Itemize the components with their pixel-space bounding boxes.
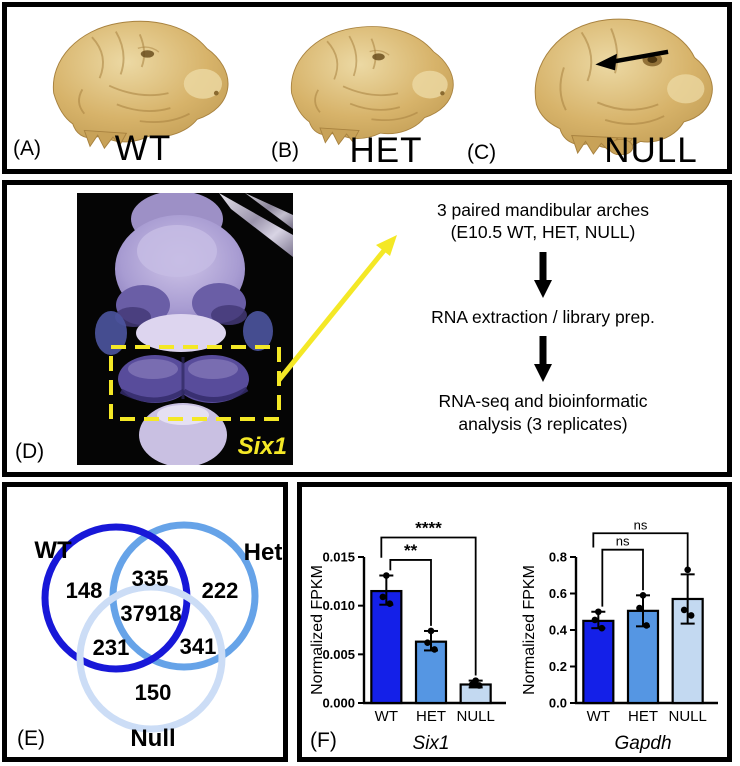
venn-count-null-only: 150 [134,680,172,705]
mandibular-arch-roi-box [109,345,281,421]
caption-het: HET [349,131,423,170]
workflow-flowchart: 3 paired mandibular arches (E10.5 WT, HE… [375,199,711,435]
svg-text:NULL: NULL [668,708,706,725]
svg-text:NULL: NULL [456,708,494,725]
venn-count-wt-only: 148 [65,578,103,603]
data-point [424,639,431,646]
data-point [431,646,438,653]
svg-text:0.4: 0.4 [549,623,568,638]
svg-text:0.015: 0.015 [322,550,355,565]
venn-count-het-null: 341 [179,634,217,659]
svg-text:WT: WT [587,708,610,725]
panel-letter-f: (F) [310,729,337,752]
svg-text:0.005: 0.005 [322,647,355,662]
svg-text:0.010: 0.010 [322,598,355,613]
venn-label-null: Null [130,725,176,752]
data-point [386,600,394,608]
panel-letter-c: (C) [467,141,497,164]
svg-text:**: ** [404,541,418,560]
venn-count-wt-het: 335 [131,566,169,591]
venn-circles [41,521,259,733]
data-point [595,608,602,616]
data-point [636,604,643,612]
svg-text:0.000: 0.000 [322,696,355,711]
panel-letter-a: (A) [13,137,41,160]
panel-letter-d: (D) [15,440,45,463]
wish-embryo-photo: Six1 [77,193,293,465]
data-point [680,606,688,614]
data-point [383,572,390,579]
svg-text:Six1: Six1 [413,733,450,754]
significance-bracket [601,548,644,607]
caption-null: NULL [604,131,698,170]
defect-arrow-head [595,53,617,71]
data-point [643,622,650,629]
svg-text:Normalized FPKM: Normalized FPKM [309,565,326,695]
data-point [379,593,387,601]
venn-count-het-only: 222 [201,578,239,603]
venn-count-wt-null: 231 [92,635,130,660]
data-point [591,616,599,624]
svg-text:ns: ns [616,534,630,549]
flow-step-3: RNA-seq and bioinformatic analysis (3 re… [438,391,648,434]
bar-chart-gapdh: 0.0 0.2 0.4 0.6 0.8 Normalized FPKM WT HET NULL n… [521,517,718,754]
significance-bracket [592,532,689,570]
flow-step-2: RNA extraction / library prep. [431,306,655,327]
data-point [598,624,606,632]
data-point [427,627,435,635]
svg-text:HET: HET [416,708,446,725]
chart-gapdh: 0.0 0.2 0.4 0.6 0.8 Normalized FPKM WT HET NULL n… [520,493,722,759]
embryo-photo-art [77,193,293,465]
svg-text:0.0: 0.0 [549,696,567,711]
venn-label-het: Het [243,539,283,566]
data-point [475,682,483,689]
significance-bracket [380,536,477,676]
panel-workflow: Six1 3 paired mandibular arches (E10.5 W… [2,180,732,477]
svg-text:ns: ns [634,517,648,532]
venn-count-all: 37918 [120,601,182,626]
svg-text:WT: WT [375,708,398,725]
venn-circle-null [76,583,226,733]
svg-text:0.2: 0.2 [549,659,567,674]
data-point [639,592,647,599]
bar-wt [582,619,615,705]
data-point [684,566,691,574]
down-arrow-icon [534,251,552,298]
flow-step-1: 3 paired mandibular arches (E10.5 WT, HE… [436,200,650,243]
svg-text:Gapdh: Gapdh [614,733,671,754]
gene-label-six1: Six1 [237,433,287,460]
down-arrow-icon [534,336,552,383]
chart-six1: 0.000 0.005 0.010 0.015 Normalized FPKM WT HET… [308,493,510,759]
svg-text:0.6: 0.6 [549,586,567,601]
embryo-head-null-image [503,9,729,155]
bar-wt [370,589,403,705]
panel-letter-e: (E) [17,727,45,750]
panel-microct-heads: (A) (B) (C) WT HET NULL [2,2,732,174]
embryo-head-het-image [265,17,469,147]
significance-bracket [389,559,432,626]
venn-diagram: WT Het Null 148 335 222 37918 231 341 15… [7,487,283,757]
defect-arrow [612,49,669,64]
panel-fpkm-charts: 0.000 0.005 0.010 0.015 Normalized FPKM WT HET… [297,482,732,762]
data-point [468,681,476,688]
data-point [687,612,695,619]
caption-wt: WT [114,129,172,168]
svg-text:0.8: 0.8 [549,550,567,565]
embryo-head-wt-image [25,11,245,151]
panel-venn: WT Het Null 148 335 222 37918 231 341 15… [2,482,288,762]
svg-text:Normalized FPKM: Normalized FPKM [521,565,538,695]
venn-label-wt: WT [34,537,72,564]
panel-letter-b: (B) [271,139,299,162]
svg-text:****: **** [415,519,442,538]
svg-text:HET: HET [628,708,658,725]
